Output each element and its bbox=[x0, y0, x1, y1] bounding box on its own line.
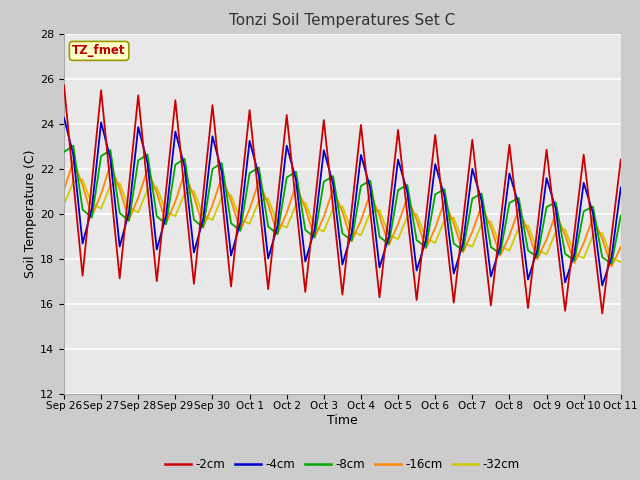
Title: Tonzi Soil Temperatures Set C: Tonzi Soil Temperatures Set C bbox=[229, 13, 456, 28]
Text: TZ_fmet: TZ_fmet bbox=[72, 44, 126, 58]
X-axis label: Time: Time bbox=[327, 414, 358, 427]
Y-axis label: Soil Temperature (C): Soil Temperature (C) bbox=[24, 149, 37, 278]
Legend: -2cm, -4cm, -8cm, -16cm, -32cm: -2cm, -4cm, -8cm, -16cm, -32cm bbox=[160, 454, 525, 476]
